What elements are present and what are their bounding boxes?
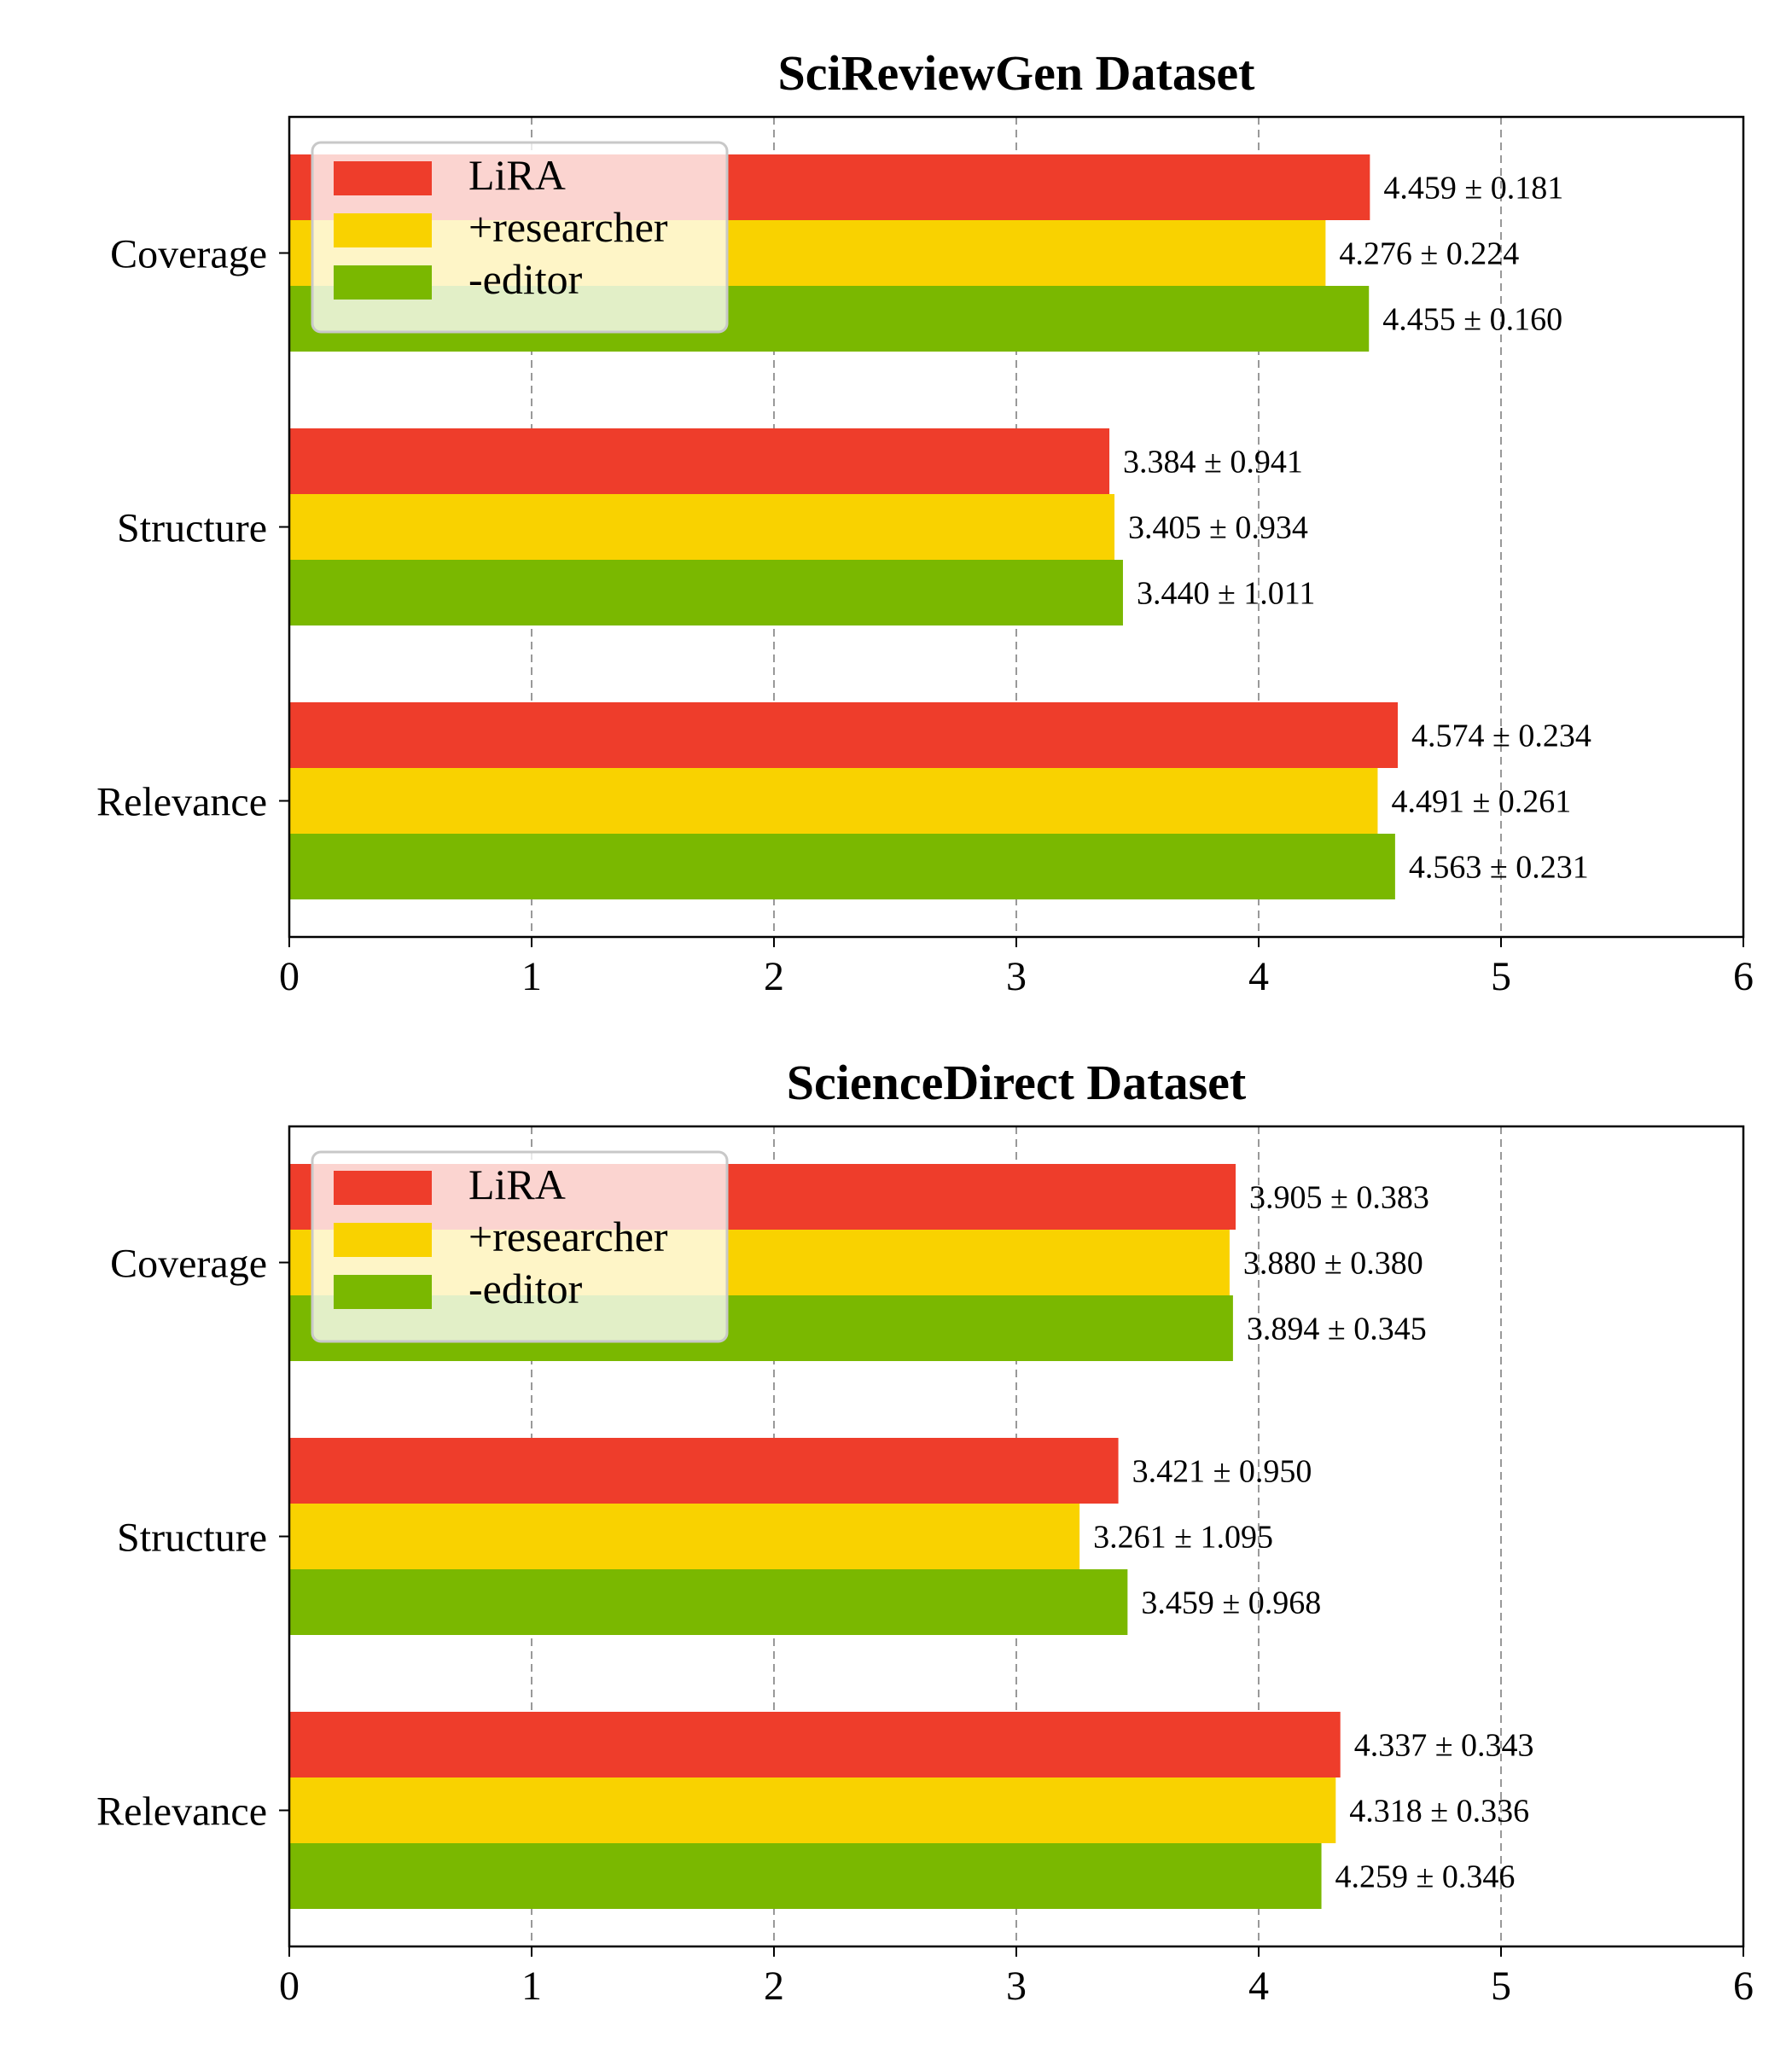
data-label: 4.491 ± 0.261: [1391, 784, 1571, 820]
data-label: 3.905 ± 0.383: [1249, 1180, 1429, 1216]
y-tick-label: Structure: [117, 1516, 267, 1561]
x-tick-label: 4: [1248, 954, 1269, 999]
x-tick-label: 0: [279, 1964, 300, 2009]
legend-swatch: [334, 1223, 432, 1257]
legend-swatch: [334, 213, 432, 247]
data-label: 3.421 ± 0.950: [1132, 1454, 1312, 1490]
chart-panel-1: ScienceDirect Dataset 3.905 ± 0.383 3.880 …: [96, 1055, 1754, 2009]
x-tick-label: 3: [1006, 954, 1027, 999]
x-tick-label: 5: [1491, 954, 1511, 999]
legend-swatch: [334, 1171, 432, 1205]
data-label: 4.455 ± 0.160: [1382, 302, 1562, 338]
x-tick-label: 6: [1733, 954, 1754, 999]
chart-title: SciReviewGen Dataset: [778, 45, 1256, 101]
bar: [289, 1712, 1341, 1777]
y-tick-label: Relevance: [96, 1789, 267, 1835]
data-label: 4.337 ± 0.343: [1354, 1728, 1534, 1764]
x-tick-label: 2: [764, 954, 784, 999]
data-label: 4.563 ± 0.231: [1409, 850, 1589, 886]
legend-swatch: [334, 161, 432, 195]
bar: [289, 494, 1115, 560]
legend: LiRA+researcher-editor: [311, 141, 729, 334]
x-tick-label: 5: [1491, 1964, 1511, 2009]
bar: [289, 1843, 1322, 1909]
legend-label: +researcher: [468, 203, 668, 251]
legend-label: LiRA: [468, 151, 566, 199]
data-label: 3.459 ± 0.968: [1141, 1585, 1321, 1621]
data-label: 4.276 ± 0.224: [1339, 236, 1519, 272]
legend-label: LiRA: [468, 1161, 566, 1208]
chart-title: ScienceDirect Dataset: [787, 1055, 1247, 1110]
bar: [289, 768, 1378, 834]
data-label: 4.259 ± 0.346: [1335, 1859, 1516, 1895]
data-label: 4.574 ± 0.234: [1411, 719, 1591, 754]
legend-swatch: [334, 265, 432, 300]
bar: [289, 1569, 1128, 1635]
y-tick-label: Coverage: [110, 1242, 267, 1287]
legend-swatch: [334, 1275, 432, 1309]
bar: [289, 1438, 1119, 1504]
data-label: 4.459 ± 0.181: [1383, 171, 1563, 207]
data-label: 3.894 ± 0.345: [1247, 1312, 1427, 1347]
bar: [289, 1504, 1080, 1569]
x-tick-label: 6: [1733, 1964, 1754, 2009]
data-label: 3.384 ± 0.941: [1123, 445, 1303, 480]
x-tick-label: 4: [1248, 1964, 1269, 2009]
y-tick-label: Coverage: [110, 232, 267, 277]
bar: [289, 834, 1395, 899]
x-tick-label: 0: [279, 954, 300, 999]
bar: [289, 560, 1123, 625]
legend-label: +researcher: [468, 1213, 668, 1260]
x-tick-label: 3: [1006, 1964, 1027, 2009]
legend: LiRA +researcher -editor: [311, 1150, 729, 1343]
chart-panel-0: SciReviewGen Dataset 4.459 ± 0.181 4.276 ±…: [96, 45, 1754, 999]
data-label: 3.880 ± 0.380: [1243, 1246, 1423, 1282]
x-tick-label: 2: [764, 1964, 784, 2009]
x-tick-label: 1: [521, 1964, 542, 2009]
bar: [289, 1777, 1336, 1843]
data-label: 4.318 ± 0.336: [1349, 1794, 1529, 1830]
x-tick-label: 1: [521, 954, 542, 999]
legend-label: -editor: [468, 255, 583, 303]
bar: [289, 702, 1399, 768]
data-label: 3.440 ± 1.011: [1137, 576, 1315, 612]
bar: [289, 428, 1110, 494]
data-label: 3.261 ± 1.095: [1093, 1520, 1273, 1556]
data-label: 3.405 ± 0.934: [1128, 510, 1308, 546]
y-tick-label: Structure: [117, 506, 267, 551]
y-tick-label: Relevance: [96, 780, 267, 825]
legend-label: -editor: [468, 1265, 583, 1312]
